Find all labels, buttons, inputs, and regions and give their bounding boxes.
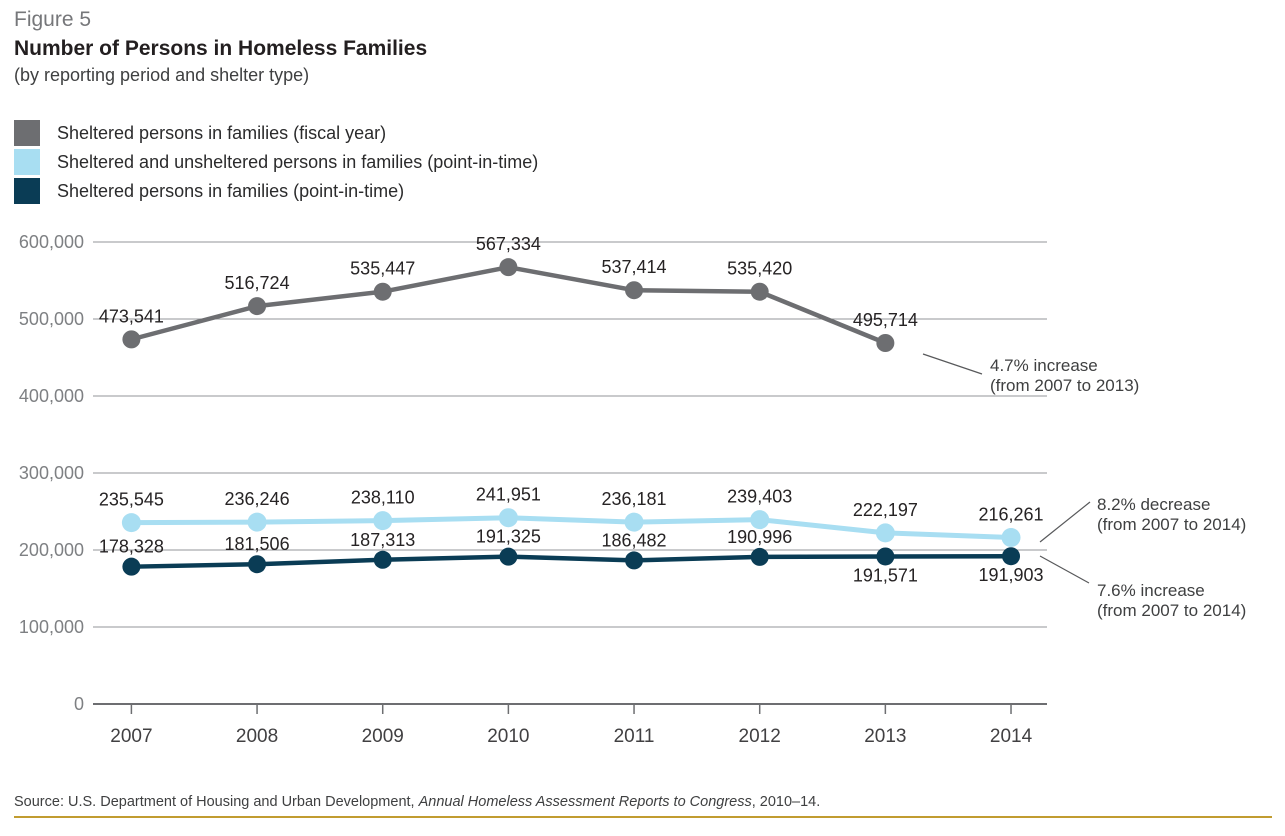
svg-text:567,334: 567,334	[476, 234, 541, 254]
svg-text:537,414: 537,414	[602, 257, 667, 277]
svg-text:236,246: 236,246	[225, 489, 290, 509]
svg-text:186,482: 186,482	[602, 530, 667, 550]
legend-item-pit-total: Sheltered and unsheltered persons in fam…	[14, 149, 538, 175]
svg-text:187,313: 187,313	[350, 530, 415, 550]
annotation-line: (from 2007 to 2014)	[1097, 600, 1247, 620]
svg-text:400,000: 400,000	[19, 386, 84, 406]
annotation-pit-sheltered-change: 7.6% increase (from 2007 to 2014)	[1097, 581, 1246, 620]
svg-text:535,420: 535,420	[727, 259, 792, 279]
legend-swatch-fiscal-year	[14, 120, 40, 146]
chart-title: Number of Persons in Homeless Families	[14, 37, 428, 60]
svg-text:500,000: 500,000	[19, 309, 84, 329]
svg-text:190,996: 190,996	[727, 527, 792, 547]
svg-text:200,000: 200,000	[19, 540, 84, 560]
legend-label-pit-total: Sheltered and unsheltered persons in fam…	[57, 151, 539, 172]
legend-item-fiscal-year: Sheltered persons in families (fiscal ye…	[14, 120, 538, 146]
svg-text:191,903: 191,903	[978, 565, 1043, 585]
svg-text:100,000: 100,000	[19, 617, 84, 637]
svg-text:300,000: 300,000	[19, 463, 84, 483]
svg-text:2012: 2012	[739, 726, 781, 747]
svg-text:2011: 2011	[614, 726, 655, 747]
svg-text:2007: 2007	[110, 726, 152, 747]
svg-text:216,261: 216,261	[978, 504, 1043, 524]
svg-text:2014: 2014	[990, 726, 1033, 747]
svg-text:0: 0	[74, 694, 84, 714]
chart-subtitle: (by reporting period and shelter type)	[14, 65, 310, 85]
legend-label-pit-sheltered: Sheltered persons in families (point-in-…	[57, 180, 405, 201]
annotation-pit-total-change: 8.2% decrease (from 2007 to 2014)	[1097, 495, 1246, 534]
annotation-line: (from 2007 to 2013)	[990, 375, 1140, 395]
svg-text:222,197: 222,197	[853, 500, 918, 520]
svg-text:600,000: 600,000	[19, 232, 84, 252]
legend-label-fiscal-year: Sheltered persons in families (fiscal ye…	[57, 122, 387, 143]
svg-text:473,541: 473,541	[99, 306, 164, 326]
svg-text:241,951: 241,951	[476, 485, 541, 505]
svg-text:235,545: 235,545	[99, 490, 164, 510]
svg-text:2009: 2009	[362, 726, 404, 747]
source-citation: Source: U.S. Department of Housing and U…	[14, 794, 820, 810]
svg-text:495,714: 495,714	[853, 310, 918, 330]
annotation-line: 8.2% decrease	[1097, 495, 1211, 514]
svg-text:181,506: 181,506	[225, 534, 290, 554]
svg-text:191,325: 191,325	[476, 527, 541, 547]
svg-text:516,724: 516,724	[225, 273, 290, 293]
svg-text:191,571: 191,571	[853, 565, 918, 585]
legend-swatch-pit-total	[14, 149, 40, 175]
source-suffix: , 2010–14.	[751, 794, 821, 810]
legend: Sheltered persons in families (fiscal ye…	[14, 120, 538, 207]
legend-item-pit-sheltered: Sheltered persons in families (point-in-…	[14, 178, 538, 204]
bottom-accent-rule	[14, 816, 1272, 818]
svg-text:238,110: 238,110	[351, 488, 415, 508]
svg-text:178,328: 178,328	[99, 537, 164, 557]
legend-swatch-pit-sheltered	[14, 178, 40, 204]
svg-text:2013: 2013	[864, 726, 906, 747]
figure-number-label: Figure 5	[14, 8, 92, 31]
source-report-title: Annual Homeless Assessment Reports to Co…	[418, 794, 752, 810]
annotation-line: (from 2007 to 2014)	[1097, 514, 1247, 534]
annotation-line: 7.6% increase	[1097, 581, 1205, 600]
svg-text:535,447: 535,447	[350, 259, 415, 279]
svg-text:239,403: 239,403	[727, 487, 792, 507]
svg-text:2010: 2010	[487, 726, 529, 747]
source-prefix: Source: U.S. Department of Housing and U…	[14, 794, 419, 810]
annotation-line: 4.7% increase	[990, 356, 1098, 375]
svg-text:236,181: 236,181	[602, 489, 667, 509]
svg-text:2008: 2008	[236, 726, 278, 747]
annotation-fiscal-year-change: 4.7% increase (from 2007 to 2013)	[990, 356, 1139, 395]
